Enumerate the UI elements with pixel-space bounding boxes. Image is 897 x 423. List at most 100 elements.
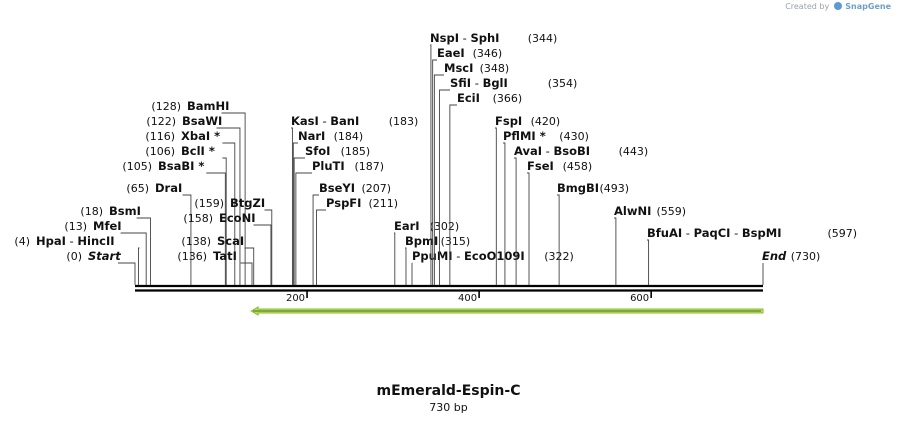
enzyme-name: BspMI [742,226,782,240]
site-position-number: (302) [430,220,460,233]
site-position-number: (18) [80,205,103,218]
site-leader-line [433,74,444,285]
enzyme-name: EcoNI [219,211,255,225]
site-position-number: (187) [355,160,385,173]
map-title: mEmerald-Espin-C [376,383,521,399]
site-position-number: (0) [66,250,82,263]
map-size-label: 730 bp [429,401,468,414]
site-label[interactable]: SfoI [305,144,330,158]
site-leader-line [244,247,255,285]
enzyme-name: PluTI [312,159,345,173]
site-leader-line [291,127,293,285]
site-label[interactable]: Start [88,249,121,263]
site-label[interactable]: NarI [298,129,325,143]
snapgene-logo-icon [833,2,842,10]
credit-brand: SnapGene [845,2,891,11]
site-label[interactable]: ScaI [217,234,244,248]
site-position-number: (183) [389,115,419,128]
enzyme-name: PaqCI [694,226,731,240]
site-label[interactable]: AlwNI [614,204,651,218]
site-label[interactable]: End [762,249,787,263]
site-label[interactable]: BsaWI [182,114,222,128]
site-label[interactable]: MfeI [93,219,122,233]
site-label[interactable]: HpaI - HincII [36,234,115,248]
site-label[interactable]: EcoNI [219,211,255,225]
site-label[interactable]: TatI [213,249,237,263]
site-label[interactable]: BamHI [187,99,229,113]
site-label[interactable]: BtgZI [230,196,265,210]
site-label[interactable]: PflMI * [503,129,546,143]
site-leader-line [222,142,236,285]
site-label[interactable]: FspI [495,114,522,128]
site-label[interactable]: PpuMI - EcoO109I [412,249,525,263]
site-leader-line [432,59,437,285]
enzyme-name: BamHI [187,99,229,113]
site-leader-line [514,157,517,285]
enzyme-name: HincII [77,234,114,248]
enzyme-name: BanI [330,114,359,128]
enzyme-name: NarI [298,129,325,143]
site-label[interactable]: BmgBI [557,181,599,195]
enzyme-name: BmgBI [557,181,599,195]
site-label[interactable]: PspFI [326,196,361,210]
enzyme-name: XbaI [181,129,210,143]
site-label[interactable]: BclI * [181,144,215,158]
site-position-number: (597) [828,227,858,240]
credit-prefix: Created by [785,2,830,11]
site-label[interactable]: BfuAI - PaqCI - BspMI [647,226,782,240]
enzyme-name: SfiI [450,76,471,90]
enzyme-name: FspI [495,114,522,128]
site-label[interactable]: NspI - SphI [430,31,499,45]
site-position-number: (13) [64,220,87,233]
site-label[interactable]: BsaBI * [158,159,204,173]
site-leader-line [503,142,506,285]
site-label[interactable]: EarI [394,219,420,233]
site-label[interactable]: DraI [155,181,182,195]
site-leader-line [295,172,312,285]
site-label[interactable]: AvaI - BsoBI [514,144,590,158]
site-leader-line [206,172,226,285]
site-leader-line [240,262,253,285]
enzyme-name: SfoI [305,144,330,158]
site-position-number: (106) [145,145,175,158]
enzyme-name: KasI [291,114,319,128]
site-label[interactable]: PluTI [312,159,345,173]
ruler-tick-label: 400 [458,293,477,304]
snapgene-credit: Created by SnapGene [785,2,891,11]
site-leader-line [316,209,326,285]
site-label[interactable]: BsmI [109,204,141,218]
site-leader-line [216,127,241,285]
site-leader-line [439,89,450,285]
site-position-number: (559) [657,205,687,218]
enzyme-name: MfeI [93,219,122,233]
site-position-number: (128) [151,100,181,113]
site-position-number: (211) [369,197,399,210]
enzyme-name: BseYI [319,181,355,195]
site-label[interactable]: SfiI - BglI [450,76,508,90]
site-label[interactable]: KasI - BanI [291,114,359,128]
site-label[interactable]: BseYI [319,181,355,195]
ruler-tick-label: 200 [286,293,305,304]
enzyme-name: EcoO109I [464,249,525,263]
site-label[interactable]: FseI [527,159,554,173]
site-label[interactable]: EaeI [437,46,465,60]
site-label[interactable]: XbaI * [181,129,220,143]
site-label[interactable]: MscI [444,61,473,75]
enzyme-name: FseI [527,159,554,173]
site-label[interactable]: BpmI [405,234,438,248]
site-leader-line [292,142,298,285]
enzyme-name: DraI [155,181,182,195]
enzyme-name: HpaI [36,234,66,248]
site-leader-line [182,194,192,285]
site-position-number: (65) [126,182,149,195]
site-leader-line [614,217,617,285]
site-position-number: (159) [194,197,224,210]
site-position-number: (730) [791,250,821,263]
site-position-number: (344) [528,32,558,45]
site-position-number: (366) [493,92,523,105]
enzyme-name: BtgZI [230,196,265,210]
site-leader-line [253,224,272,285]
site-label[interactable]: EciI [457,91,480,105]
site-leader-line [449,104,457,285]
